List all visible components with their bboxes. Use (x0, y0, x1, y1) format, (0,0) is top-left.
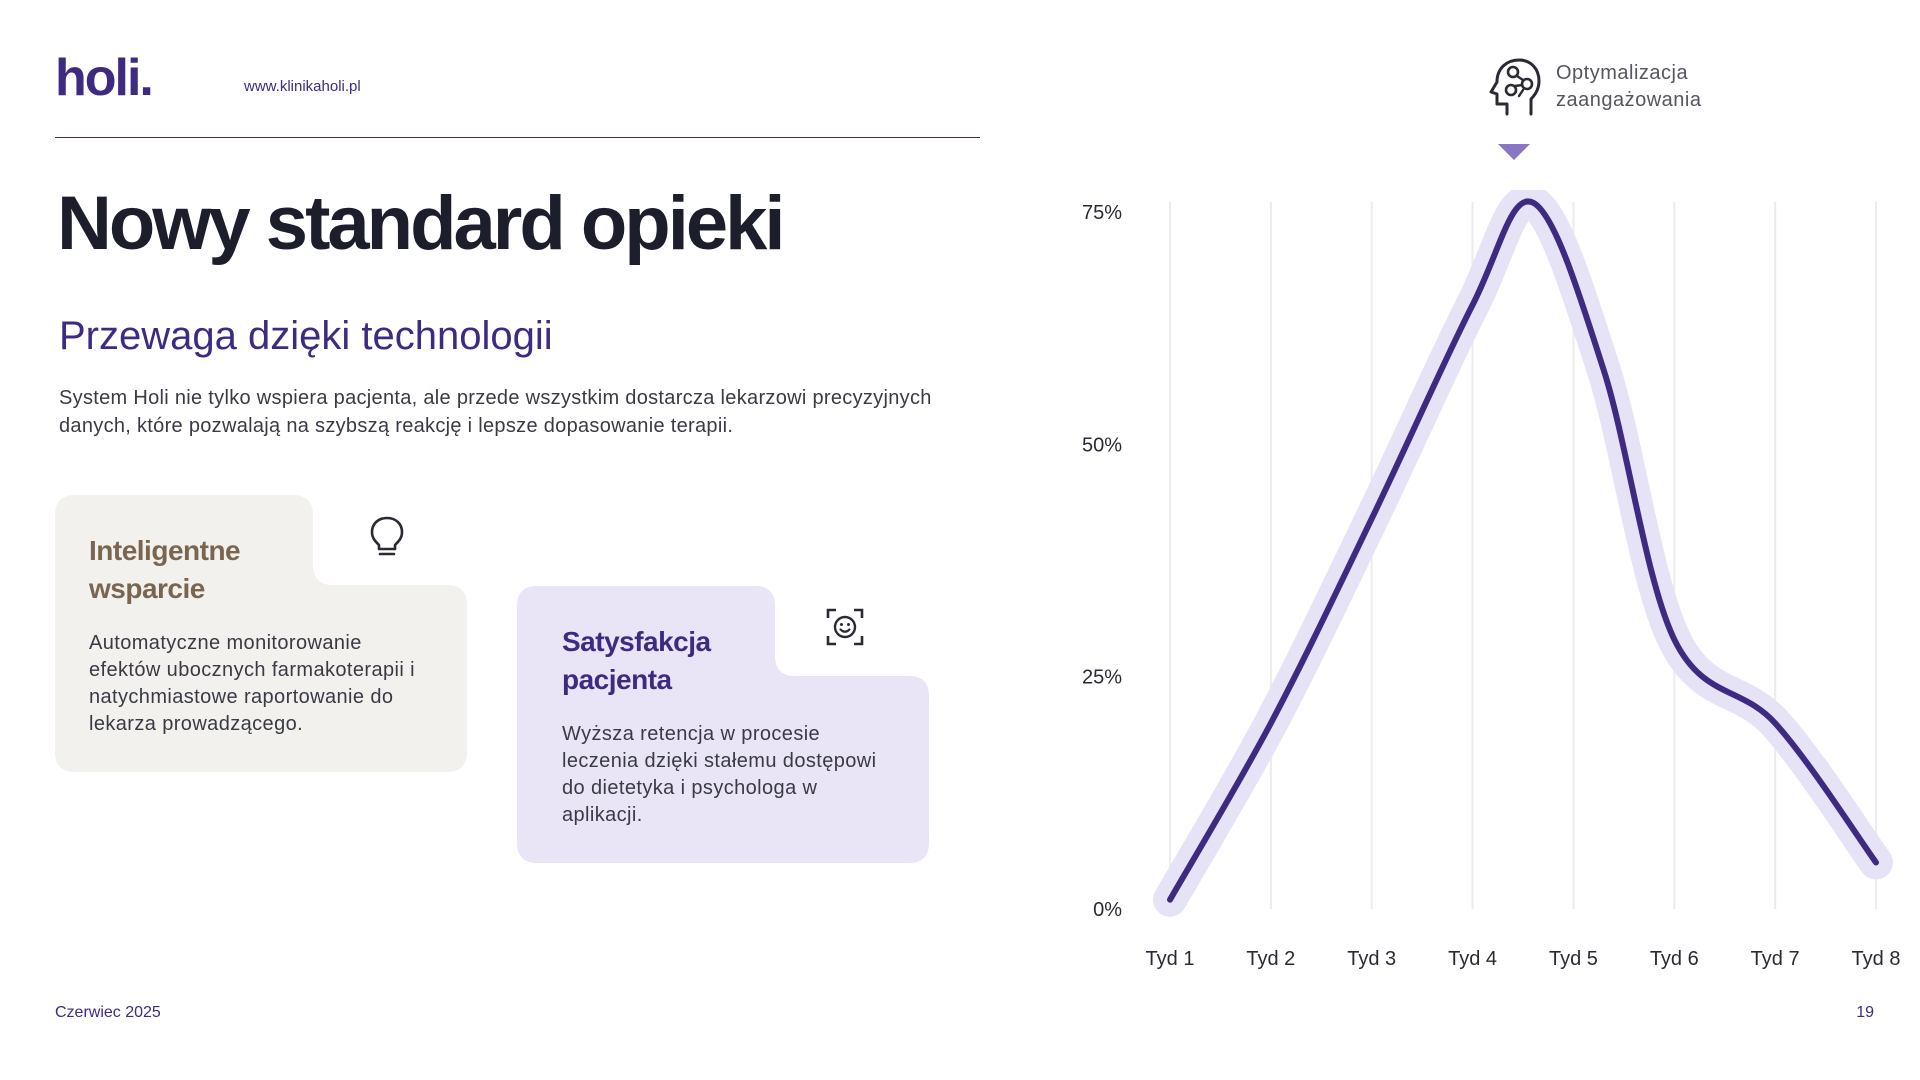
legend-label-line: Optymalizacja (1556, 62, 1689, 84)
card-title: Inteligentne wsparcie (89, 532, 241, 608)
x-tick-label: Tyd 2 (1246, 948, 1295, 970)
card-title-line: Satysfakcja (562, 626, 711, 657)
legend-marker (1498, 144, 1530, 160)
page-number: 19 (1856, 1004, 1874, 1021)
legend-label: Optymalizacja zaangażowania (1556, 60, 1756, 114)
card-text: Wyższa retencja w procesie leczenia dzię… (562, 723, 877, 826)
x-tick-label: Tyd 4 (1448, 948, 1497, 970)
x-tick-label: Tyd 5 (1549, 948, 1598, 970)
logo: holi. (55, 49, 154, 107)
card-text: Automatyczne monitorowanie efektów ubocz… (89, 632, 415, 735)
card-title-line: Inteligentne (89, 535, 241, 566)
x-tick-label: Tyd 6 (1650, 948, 1699, 970)
card-title-line: wsparcie (89, 573, 205, 604)
y-tick-label: 0% (1093, 899, 1122, 921)
legend-label-line: zaangażowania (1556, 89, 1702, 111)
lightbulb-icon (370, 516, 404, 556)
x-tick-label: Tyd 1 (1146, 948, 1195, 970)
y-tick-label: 25% (1082, 667, 1122, 689)
card-background (55, 495, 467, 772)
feature-card-satisfaction: Satysfakcja pacjenta Wyższa retencja w p… (517, 586, 929, 863)
footer-date: Czerwiec 2025 (55, 1004, 161, 1021)
page-subtitle: Przewaga dzięki technologii (59, 314, 553, 358)
engagement-line-chart: 0% 25% 50% 75% Tyd 1 Tyd 2 Tyd 3 Tyd 4 Tyd 5 Tyd … (1082, 190, 1900, 970)
header-divider (55, 137, 980, 138)
y-tick-label: 50% (1082, 434, 1122, 456)
x-tick-label: Tyd 8 (1852, 948, 1900, 970)
card-background (517, 586, 929, 863)
page-title: Nowy standard opieki (57, 181, 785, 266)
x-tick-label: Tyd 7 (1751, 948, 1800, 970)
head-gears-icon (1489, 58, 1541, 116)
face-scan-icon (826, 608, 864, 646)
website-link[interactable]: www.klinikaholi.pl (244, 78, 361, 95)
feature-card-support: Inteligentne wsparcie Automatyczne monit… (55, 495, 467, 772)
series-line-halo (1153, 190, 1893, 917)
y-tick-label: 75% (1082, 202, 1122, 224)
series-line (1167, 198, 1879, 903)
card-title: Satysfakcja pacjenta (562, 623, 711, 699)
card-title-line: pacjenta (562, 664, 672, 695)
x-tick-label: Tyd 3 (1347, 948, 1396, 970)
description: System Holi nie tylko wspiera pacjenta, … (59, 387, 932, 437)
